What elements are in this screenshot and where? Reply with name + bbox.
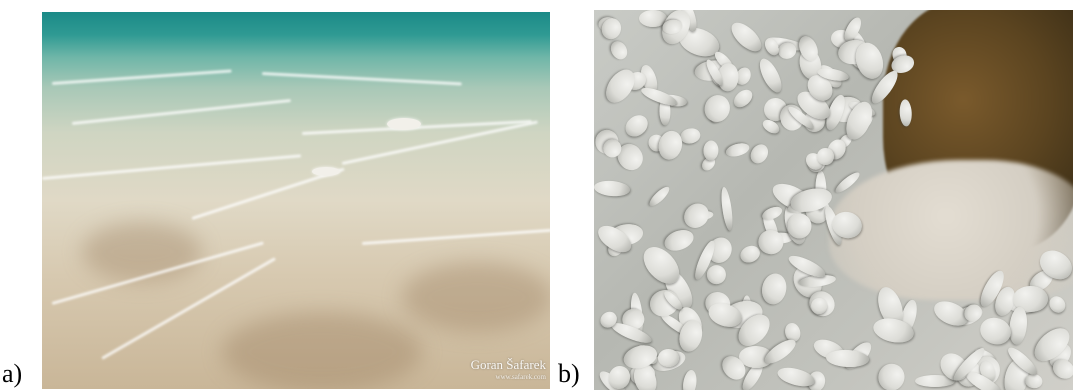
photo-watermark: Goran Šafarek www.safarek.com [471, 357, 546, 381]
pebble [746, 140, 772, 167]
pebble [620, 110, 652, 141]
light-caustic [71, 99, 291, 125]
fish [387, 118, 421, 130]
pebble [705, 265, 726, 285]
pebble [608, 38, 631, 63]
pebble [1007, 306, 1029, 346]
underwater-sand-photo: Goran Šafarek www.safarek.com [42, 12, 550, 389]
sand-ripple-shade [222, 312, 422, 389]
pebble [725, 141, 752, 159]
panel-label-a: a) [2, 359, 23, 388]
pebble [726, 17, 767, 56]
pebble [1046, 293, 1069, 316]
pebble [718, 185, 735, 231]
pebble [701, 91, 734, 125]
pebble [730, 86, 756, 111]
watermark-name: Goran Šafarek [470, 357, 546, 372]
pebble [661, 226, 697, 255]
pebble [875, 360, 908, 390]
fish [312, 167, 340, 176]
pebble [646, 183, 673, 209]
pebble [976, 313, 1014, 349]
pebble [680, 368, 698, 390]
pebble [679, 126, 702, 145]
pebble [638, 10, 668, 28]
light-caustic [51, 69, 232, 85]
light-caustic [42, 154, 302, 180]
underwater-pebbles-photo [594, 10, 1073, 390]
pebble [787, 213, 812, 239]
pebble [703, 140, 719, 161]
pebble [915, 375, 956, 388]
sand-ripple-shade [402, 262, 550, 332]
light-caustic [261, 72, 462, 86]
pebble [678, 197, 715, 234]
light-caustic [361, 228, 550, 245]
watermark-url: www.safarek.com [495, 373, 546, 381]
pebble [816, 148, 834, 166]
panel-label-b: b) [558, 359, 580, 388]
pebble [755, 55, 787, 97]
sand-ripple-shade [82, 222, 202, 282]
pebble [1025, 373, 1044, 390]
pebble [594, 179, 631, 198]
pebble [760, 271, 790, 307]
